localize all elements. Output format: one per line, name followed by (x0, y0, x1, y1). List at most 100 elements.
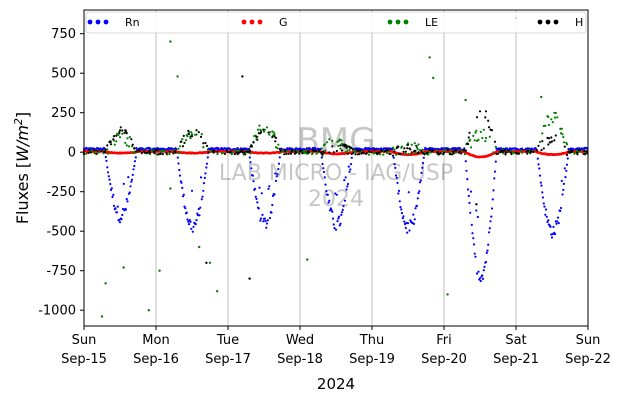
point-LE (488, 135, 491, 138)
point-H (437, 153, 440, 156)
point-H (156, 149, 159, 152)
point-LE (418, 149, 422, 152)
point-LE (354, 150, 357, 154)
point-Rn (108, 178, 111, 181)
point-Rn (106, 166, 109, 169)
point-Rn (337, 215, 341, 218)
point-LE (181, 138, 184, 141)
point-Rn (185, 211, 188, 214)
point-H (202, 142, 205, 145)
point-H (181, 145, 185, 148)
point-H (446, 149, 449, 152)
point-Rn (186, 218, 189, 221)
point-H (187, 129, 190, 132)
point-Rn (422, 156, 425, 159)
point-Rn (407, 191, 410, 194)
point-H (504, 153, 507, 156)
point-H (493, 140, 497, 143)
point-Rn (107, 175, 110, 178)
point-Rn (465, 169, 468, 172)
point-H (452, 152, 455, 155)
point-LE (391, 146, 395, 149)
point-H (283, 153, 286, 156)
point-Rn (493, 170, 497, 173)
point-Rn (415, 204, 419, 207)
point-H (89, 151, 92, 154)
point-H (358, 149, 362, 152)
point-Rn (114, 207, 117, 210)
point-LE (560, 127, 563, 130)
point-H (100, 150, 103, 153)
point-LE (259, 129, 263, 132)
point-H (406, 147, 409, 150)
point-H (426, 151, 429, 154)
point-H (402, 150, 405, 153)
point-Rn (489, 220, 492, 223)
y-tick-label: -750 (46, 264, 76, 279)
point-H (130, 138, 133, 141)
point-LE (400, 145, 404, 148)
point-H (466, 142, 470, 146)
point-H (362, 152, 365, 155)
point-Rn (274, 179, 278, 182)
point-Rn (106, 171, 110, 174)
point-LE (454, 151, 458, 154)
point-H (328, 151, 331, 154)
point-Rn (472, 237, 475, 240)
point-H (271, 136, 274, 139)
point-H (554, 134, 557, 137)
point-Rn (203, 176, 206, 179)
point-Rn (134, 156, 137, 159)
point-LE (520, 149, 523, 152)
legend: Rn G LE H (85, 11, 587, 34)
point-H (510, 152, 513, 156)
point-H (168, 150, 171, 153)
point-LE (494, 145, 497, 148)
point-Rn (190, 189, 194, 192)
y-tick-label: -250 (46, 185, 76, 200)
point-Rn (394, 174, 398, 177)
point-Rn (416, 197, 419, 200)
point-LE (176, 75, 179, 78)
point-H (388, 152, 391, 155)
point-LE (249, 152, 252, 155)
point-LE (339, 147, 342, 150)
point-LE (177, 147, 180, 150)
x-tick-label-day: Mon (142, 333, 169, 348)
point-H (96, 149, 99, 152)
x-tick-label-date: Sep-16 (133, 352, 179, 367)
point-H (226, 150, 229, 154)
point-Rn (111, 195, 114, 199)
point-Rn (199, 176, 203, 179)
point-H (131, 143, 134, 146)
point-LE (202, 146, 205, 149)
point-LE (416, 148, 419, 151)
point-Rn (565, 163, 569, 166)
y-tick-label: 0 (68, 146, 76, 161)
point-Rn (469, 211, 472, 214)
point-LE (394, 153, 398, 156)
point-Rn (402, 215, 405, 218)
point-LE (562, 141, 566, 144)
point-Rn (466, 188, 470, 191)
x-tick-label-date: Sep-17 (205, 352, 251, 367)
point-Rn (420, 171, 423, 174)
point-H (406, 143, 410, 146)
point-Rn (268, 216, 272, 220)
point-H (391, 154, 395, 157)
point-LE (463, 153, 467, 156)
point-H (256, 138, 259, 141)
point-Rn (471, 232, 474, 235)
point-Rn (481, 274, 484, 277)
point-H (118, 131, 121, 134)
point-LE (276, 147, 279, 150)
point-H (216, 150, 219, 153)
point-Rn (261, 213, 264, 216)
point-H (403, 147, 406, 150)
point-Rn (250, 167, 253, 170)
point-Rn (338, 224, 341, 227)
point-Rn (472, 243, 476, 246)
point-Rn (397, 192, 400, 195)
gridlines (155, 10, 517, 326)
point-H (442, 151, 446, 154)
